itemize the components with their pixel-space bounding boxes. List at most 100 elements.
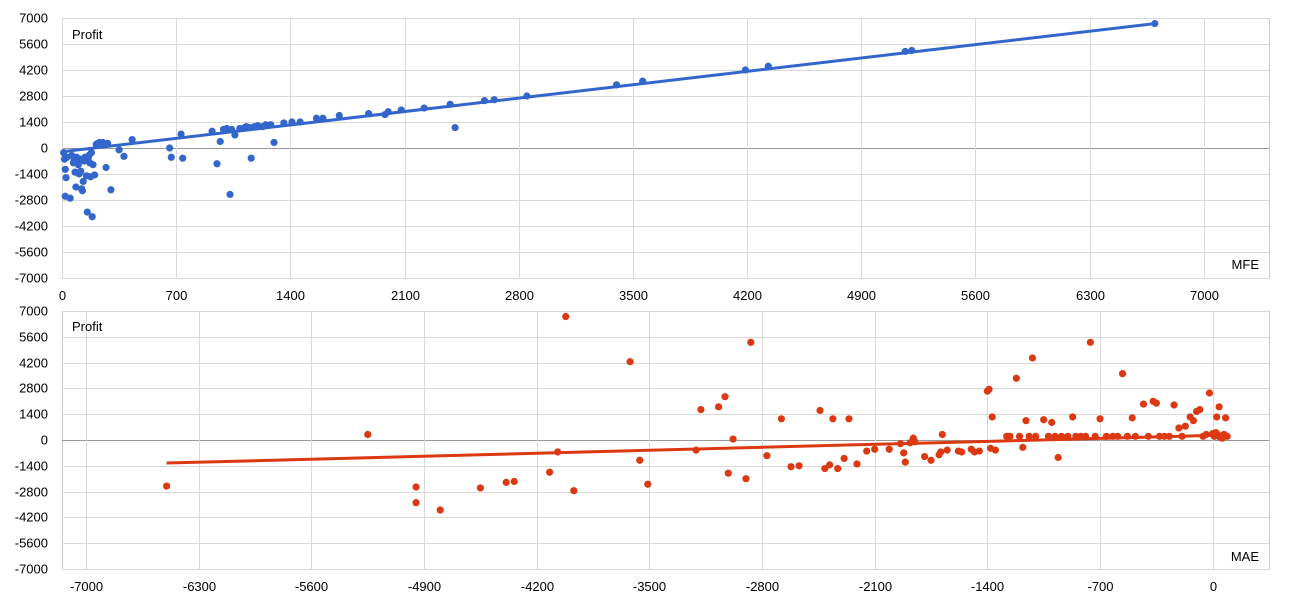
mae-y-tick-label: 4200 xyxy=(19,356,48,371)
mae-x-axis-label: MAE xyxy=(1231,549,1260,564)
mae-data-point xyxy=(826,461,834,469)
mfe-data-point xyxy=(451,123,459,132)
mae-data-point xyxy=(938,430,946,439)
mae-data-point xyxy=(921,452,929,461)
mae-data-point xyxy=(626,358,634,366)
mfe-data-point xyxy=(1151,19,1159,28)
mfe-y-ticks: 7000 5600 4200 2800 1400 0 -1400 -2800 -4200 -560… xyxy=(15,11,48,286)
mfe-data-point xyxy=(480,97,489,105)
mae-data-point xyxy=(697,405,705,414)
mfe-data-point xyxy=(77,167,85,175)
mfe-data-point xyxy=(213,160,221,168)
mfe-data-point xyxy=(167,153,175,161)
mae-data-point xyxy=(562,312,570,321)
mfe-data-point xyxy=(312,114,321,122)
mae-data-point xyxy=(885,445,893,453)
mae-y-tick-label: -2800 xyxy=(15,485,48,500)
mae-data-point xyxy=(991,446,1000,454)
mfe-x-tick-label: 4900 xyxy=(847,288,876,303)
mfe-x-tick-label: 6300 xyxy=(1076,288,1105,303)
mae-data-point xyxy=(692,446,700,454)
mfe-chart: 700056004200280014000-1400-2800-4200-560… xyxy=(15,11,1270,303)
mfe-y-tick-label: 4200 xyxy=(19,63,48,78)
mae-data-point xyxy=(1040,416,1048,424)
mae-x-tick-label: 0 xyxy=(1210,579,1217,594)
mfe-y-tick-label: -7000 xyxy=(15,271,48,286)
mfe-data-point xyxy=(420,104,428,112)
mae-data-point xyxy=(777,415,785,423)
mae-x-tick-label: -4900 xyxy=(408,579,441,594)
mae-x-tick-label: -7000 xyxy=(70,579,103,594)
mae-data-point xyxy=(1091,432,1099,440)
mae-data-point xyxy=(724,469,732,477)
mae-data-point xyxy=(1123,432,1131,440)
mae-data-point xyxy=(975,447,983,455)
mae-trendline xyxy=(166,433,1213,465)
mfe-x-tick-label: 5600 xyxy=(961,288,990,303)
mfe-data-point xyxy=(179,154,187,162)
mae-data-point xyxy=(763,452,771,460)
mfe-y-tick-label: 7000 xyxy=(19,11,48,26)
mae-data-point xyxy=(1102,432,1111,440)
mae-data-point xyxy=(644,480,652,488)
mae-data-point xyxy=(1223,432,1231,440)
mfe-data-point xyxy=(335,111,343,120)
mae-data-point xyxy=(436,506,444,514)
mfe-x-tick-label: 0 xyxy=(59,288,66,303)
mae-data-point xyxy=(502,478,510,486)
mae-data-point xyxy=(546,468,554,476)
mfe-x-tick-label: 2800 xyxy=(505,288,534,303)
mfe-data-point xyxy=(901,47,909,56)
mfe-data-point xyxy=(365,110,373,118)
mae-data-point xyxy=(829,415,837,423)
mfe-data-point xyxy=(83,208,91,216)
mae-data-point xyxy=(1181,422,1189,430)
mfe-data-point xyxy=(741,66,750,74)
mae-data-point xyxy=(554,448,562,456)
mfe-data-point xyxy=(228,125,236,134)
mae-data-point xyxy=(1178,432,1186,440)
mae-x-tick-label: -1400 xyxy=(971,579,1004,594)
mae-x-tick-label: -6300 xyxy=(183,579,216,594)
mfe-data-point xyxy=(166,144,174,152)
mfe-data-point xyxy=(120,152,128,160)
mfe-data-point xyxy=(61,165,69,173)
mae-data-point xyxy=(1032,432,1040,440)
mae-data-point xyxy=(896,440,905,448)
mfe-y-tick-label: 5600 xyxy=(19,37,48,52)
mfe-data-point xyxy=(208,127,216,135)
mfe-trendline-group xyxy=(61,22,1155,154)
mae-data-point xyxy=(1118,370,1127,378)
mfe-data-point xyxy=(764,62,772,70)
mfe-y-tick-label: 2800 xyxy=(19,89,48,104)
mfe-data-point xyxy=(612,81,621,89)
mae-y-tick-label: -7000 xyxy=(15,562,48,577)
mae-data-point xyxy=(715,403,723,411)
mae-x-ticks: -7000 -6300 -5600 -4900 -4200 -3500 -2800 -2100… xyxy=(70,579,1217,594)
mfe-y-tick-label: -4200 xyxy=(15,219,48,234)
mae-y-tick-label: 2800 xyxy=(19,381,48,396)
mfe-grid xyxy=(62,18,1269,279)
mae-data-point xyxy=(1012,374,1020,382)
mae-y-axis-label: Profit xyxy=(72,319,103,334)
mae-data-point xyxy=(1028,354,1037,362)
mae-data-point xyxy=(1054,453,1062,462)
mfe-data-point xyxy=(79,177,87,186)
mfe-data-point xyxy=(280,119,288,127)
mae-data-point xyxy=(1057,432,1065,440)
mae-x-tick-label: -3500 xyxy=(633,579,666,594)
mfe-x-tick-label: 3500 xyxy=(619,288,648,303)
mae-data-point xyxy=(1213,413,1221,421)
mfe-data-point xyxy=(384,108,392,116)
mfe-data-point xyxy=(296,118,304,126)
mae-y-tick-label: 7000 xyxy=(19,304,48,319)
mfe-y-tick-label: -5600 xyxy=(15,245,48,260)
mae-x-tick-label: -2800 xyxy=(746,579,779,594)
mfe-y-tick-label: -2800 xyxy=(15,193,48,208)
mae-data-point xyxy=(1114,432,1122,440)
mae-data-point xyxy=(412,483,420,491)
mfe-data-point xyxy=(490,96,498,104)
mae-data-point xyxy=(412,499,420,507)
mfe-x-tick-label: 1400 xyxy=(276,288,305,303)
